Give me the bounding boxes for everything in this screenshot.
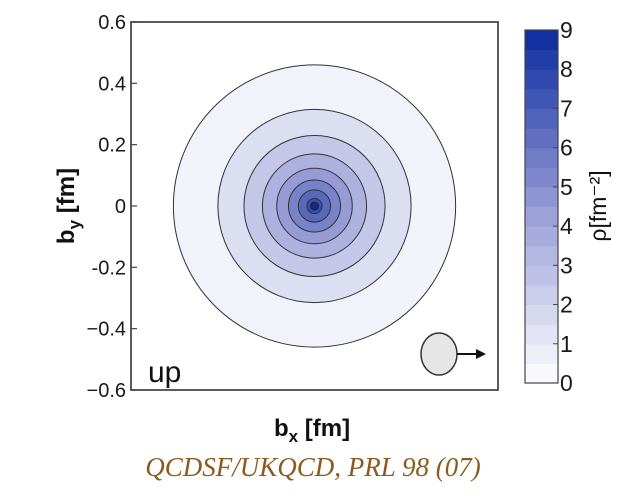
y-tick-label: 0.2 xyxy=(98,135,126,157)
colorbar-band xyxy=(525,49,558,70)
colorbar-band xyxy=(525,88,558,109)
colorbar-band xyxy=(525,69,558,90)
colorbar-band xyxy=(525,265,558,286)
x-axis-title-sub: x xyxy=(289,427,299,446)
colorbar-ticks: 0 1 2 3 4 5 6 7 8 9 xyxy=(553,17,573,396)
colorbar-band xyxy=(525,128,558,149)
colorbar-tick-label: 1 xyxy=(560,331,573,357)
colorbar-tick-label: 0 xyxy=(560,370,573,396)
colorbar-band xyxy=(525,324,558,345)
colorbar-band xyxy=(525,245,558,266)
y-tick-label: 0.6 xyxy=(98,12,126,34)
x-axis-title-unit: [fm] xyxy=(298,415,350,442)
colorbar-tick-label: 7 xyxy=(560,95,573,121)
colorbar-band xyxy=(525,108,558,129)
density-peak xyxy=(310,201,319,211)
y-tick-label: −0.6 xyxy=(87,380,126,402)
colorbar-frame xyxy=(524,29,559,384)
y-axis-title-main: b xyxy=(53,229,80,244)
colorbar-band xyxy=(525,186,558,207)
colorbar-tick-label: 6 xyxy=(560,135,573,161)
colorbar xyxy=(525,30,558,384)
y-tick-label: 0 xyxy=(115,196,126,218)
y-tick-label: 0.4 xyxy=(98,73,126,95)
polarized-nucleon-spin-arrow-icon xyxy=(420,332,486,376)
colorbar-tick-label: 3 xyxy=(560,252,573,278)
y-tick-label: -0.2 xyxy=(92,257,126,279)
figure-caption: QCDSF/UKQCD, PRL 98 (07) xyxy=(145,452,481,482)
colorbar-tick-label: 8 xyxy=(560,56,573,82)
x-axis-title: bx [fm] xyxy=(274,415,350,446)
colorbar-band xyxy=(525,304,558,325)
colorbar-tick-label: 4 xyxy=(560,213,573,239)
panel-label: up xyxy=(148,356,181,389)
colorbar-tick-label: 5 xyxy=(560,174,573,200)
colorbar-band xyxy=(525,343,558,364)
colorbar-title: ρ[fm⁻²] xyxy=(585,170,611,241)
y-axis-title-unit: [fm] xyxy=(53,168,80,220)
colorbar-tick-label: 2 xyxy=(560,292,573,318)
y-tick-label: −0.4 xyxy=(87,319,126,341)
colorbar-band xyxy=(525,226,558,247)
y-axis-title-sub: y xyxy=(65,219,84,229)
colorbar-band xyxy=(525,284,558,306)
x-axis-title-main: b xyxy=(274,415,289,442)
colorbar-tick-label: 9 xyxy=(560,17,573,43)
y-axis-title: by [fm] xyxy=(53,168,84,244)
colorbar-band xyxy=(525,363,558,384)
colorbar-band xyxy=(525,30,558,51)
colorbar-band xyxy=(525,167,558,188)
contour-layers xyxy=(172,64,457,348)
colorbar-band xyxy=(525,206,558,227)
y-axis-ticks: 0.6 0.4 0.2 0 -0.2 −0.4 −0.6 xyxy=(87,12,137,402)
colorbar-band xyxy=(525,147,558,168)
